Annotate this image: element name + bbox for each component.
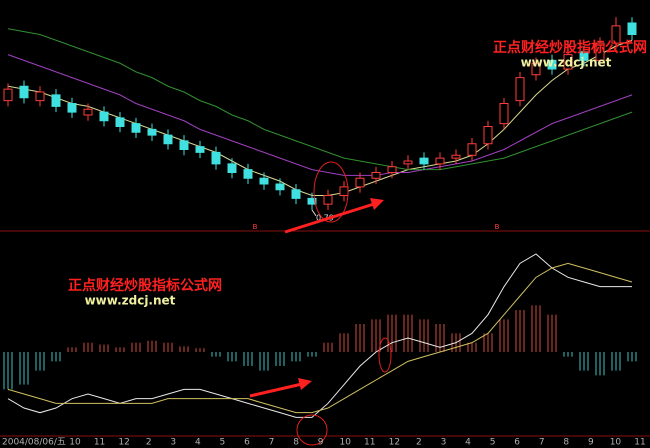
highlight-circle — [313, 161, 349, 223]
candle-body — [403, 160, 413, 165]
line-series — [7, 39, 633, 196]
x-tick-label: 7 — [539, 438, 545, 448]
candle-body — [163, 134, 173, 145]
x-tick-label: 4 — [465, 438, 471, 448]
candle-body — [387, 166, 397, 173]
candle-body — [467, 143, 477, 156]
candle-body — [67, 103, 77, 113]
candle-body — [275, 183, 285, 191]
x-tick-label: 9 — [588, 438, 594, 448]
price-panel: 0.79BB — [3, 17, 637, 231]
candle-body — [259, 177, 269, 185]
candle-body — [227, 163, 237, 173]
candle-body — [547, 59, 557, 70]
x-tick-label: 9 — [318, 438, 324, 448]
arrow — [249, 378, 312, 398]
x-tick-label: 12 — [389, 438, 400, 448]
candle-body — [595, 42, 605, 61]
candle-body — [435, 157, 445, 165]
x-tick-label: 10 — [339, 438, 351, 448]
macd-panel — [3, 253, 637, 418]
x-tick-label: 11 — [364, 438, 375, 448]
candle-body — [195, 146, 205, 153]
candle-body — [611, 25, 621, 44]
x-tick-label: 11 — [634, 438, 645, 448]
x-tick-label: 6 — [244, 438, 250, 448]
x-tick-label: 2004/08/06/五 — [2, 438, 66, 448]
low-pointer — [311, 209, 317, 217]
buy-marker: B — [495, 223, 500, 231]
x-tick-label: 10 — [610, 438, 622, 448]
x-tick-label: 10 — [69, 438, 81, 448]
candle-body — [323, 195, 333, 205]
highlight-circle — [296, 414, 328, 446]
line-series — [7, 262, 633, 414]
x-tick-label: 5 — [490, 438, 496, 448]
x-tick-label: 11 — [94, 438, 105, 448]
candle-body — [499, 103, 509, 125]
line-series — [7, 54, 633, 176]
buy-marker: B — [253, 223, 258, 231]
x-tick-label: 4 — [195, 438, 201, 448]
candle-body — [339, 186, 349, 196]
x-tick-label: 2 — [416, 438, 422, 448]
candle-body — [563, 54, 573, 70]
candle-body — [483, 126, 493, 145]
candle-body — [579, 51, 589, 61]
highlight-circle — [378, 337, 392, 373]
candle-body — [627, 22, 637, 35]
x-tick-label: 5 — [220, 438, 226, 448]
candle-body — [19, 85, 29, 99]
watermark-title: 正点财经炒股指标公式网 — [493, 39, 647, 56]
watermark-url: www.zdcj.net — [521, 56, 612, 70]
x-tick-label: 3 — [441, 438, 447, 448]
candle-body — [35, 91, 45, 102]
x-tick-label: 8 — [563, 438, 569, 448]
candle-body — [51, 94, 61, 107]
candle-body — [371, 172, 381, 179]
x-axis: 2004/08/06/五 10 11 12 2 3 4 5 6 7 8 9 10 11 12 2 3 4 5 6 7 8 9… — [2, 438, 646, 448]
x-tick-label: 2 — [146, 438, 152, 448]
candle-body — [179, 140, 189, 150]
candle-body — [131, 123, 141, 133]
x-tick-label: 8 — [293, 438, 299, 448]
candle-body — [307, 197, 317, 205]
candle-body — [355, 177, 365, 188]
candle-body — [3, 88, 13, 102]
x-tick-label: 7 — [269, 438, 275, 448]
watermark-title: 正点财经炒股指标公式网 — [68, 277, 222, 294]
candle-body — [419, 157, 429, 165]
line-series — [7, 28, 633, 171]
candle-body — [83, 108, 93, 116]
candle-body — [451, 154, 461, 159]
x-tick-label: 12 — [118, 438, 129, 448]
candle-body — [291, 189, 301, 199]
candle-body — [531, 62, 541, 76]
watermark-url: www.zdcj.net — [85, 294, 176, 308]
candle-body — [115, 117, 125, 127]
candle-body — [147, 128, 157, 136]
arrow — [284, 198, 384, 234]
candle-body — [211, 151, 221, 165]
candle-body — [515, 77, 525, 102]
x-tick-label: 3 — [170, 438, 176, 448]
candle-body — [99, 111, 109, 122]
x-tick-label: 6 — [514, 438, 520, 448]
candle-body — [243, 169, 253, 179]
